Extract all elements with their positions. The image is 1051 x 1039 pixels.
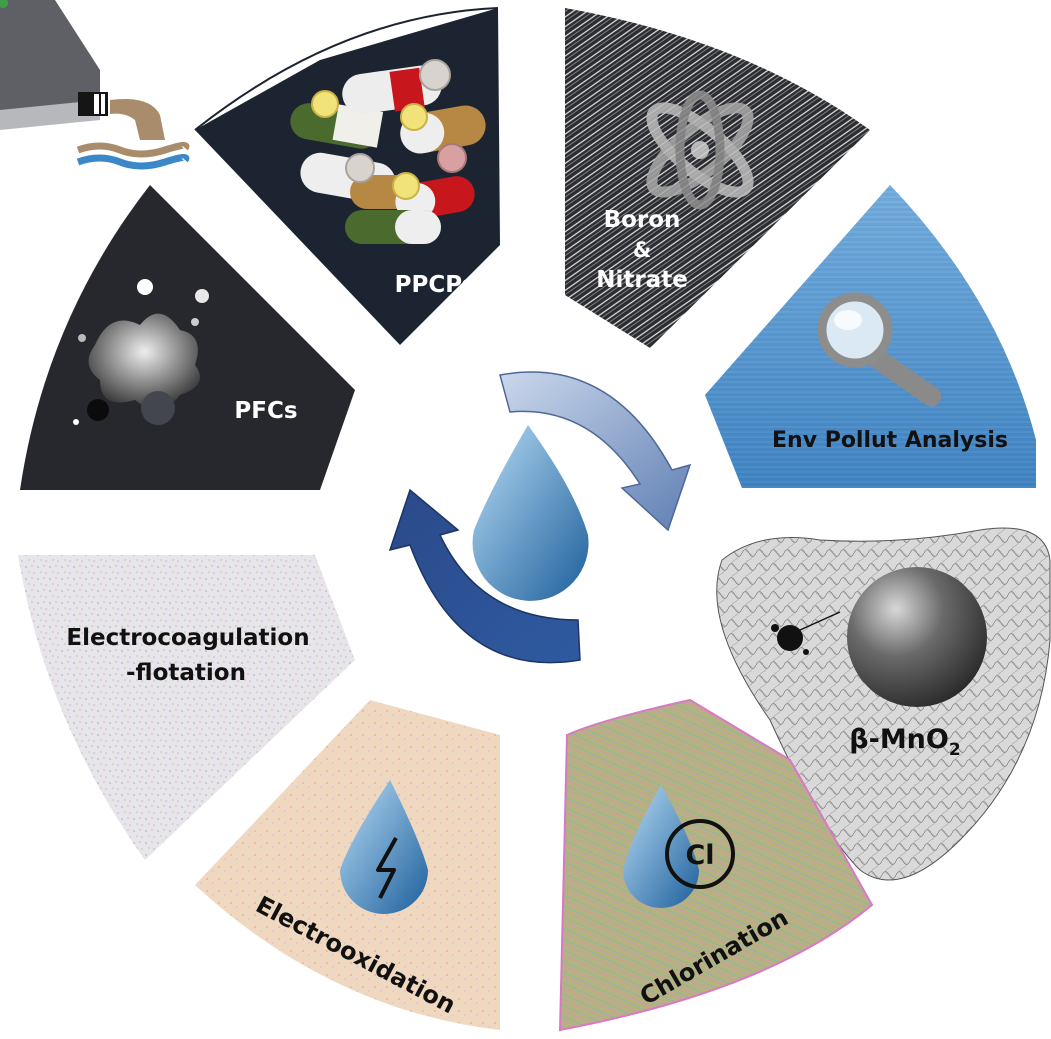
segment-boron-nitrate: Boron & Nitrate xyxy=(565,8,870,348)
chlorine-symbol: Cl xyxy=(685,840,714,871)
electrocoagulation-label-line1: Electrocoagulation xyxy=(66,625,309,651)
pfcs-label: PFCs xyxy=(234,398,297,424)
magnifier-icon xyxy=(817,292,942,407)
segment-mno2: β-MnO2 xyxy=(716,527,1051,881)
mno2-label: β-MnO2 xyxy=(849,724,960,760)
lightning-drop-icon xyxy=(340,780,428,914)
mno2-label-subscript: 2 xyxy=(949,740,961,760)
segment-electrocoagulation: Electrocoagulation -flotation xyxy=(18,555,355,860)
ppcps-label: PPCPs xyxy=(395,272,476,298)
sewage-pipe-icon xyxy=(0,0,190,170)
segment-env-pollut: Env Pollut Analysis xyxy=(705,185,1036,488)
sphere-icon xyxy=(847,567,987,707)
segment-ppcps: PPCPs xyxy=(194,7,500,345)
mno2-label-main: β-MnO xyxy=(849,724,949,755)
segment-pfcs: PFCs xyxy=(20,185,355,490)
pills-icon xyxy=(290,59,486,244)
cycle-arrows-icon xyxy=(388,371,692,664)
boron-label: Boron xyxy=(604,207,681,233)
ampersand-label: & xyxy=(633,238,651,262)
atom-icon xyxy=(646,90,754,210)
nitrate-label: Nitrate xyxy=(596,267,688,293)
ink-splash-icon xyxy=(73,279,209,425)
ink-splash-icon xyxy=(771,611,841,655)
water-drop-icon xyxy=(472,425,589,601)
env-pollut-label: Env Pollut Analysis xyxy=(772,428,1008,453)
electrocoagulation-label-line2: -flotation xyxy=(126,660,246,686)
chlorine-drop-icon: Cl xyxy=(623,785,735,908)
